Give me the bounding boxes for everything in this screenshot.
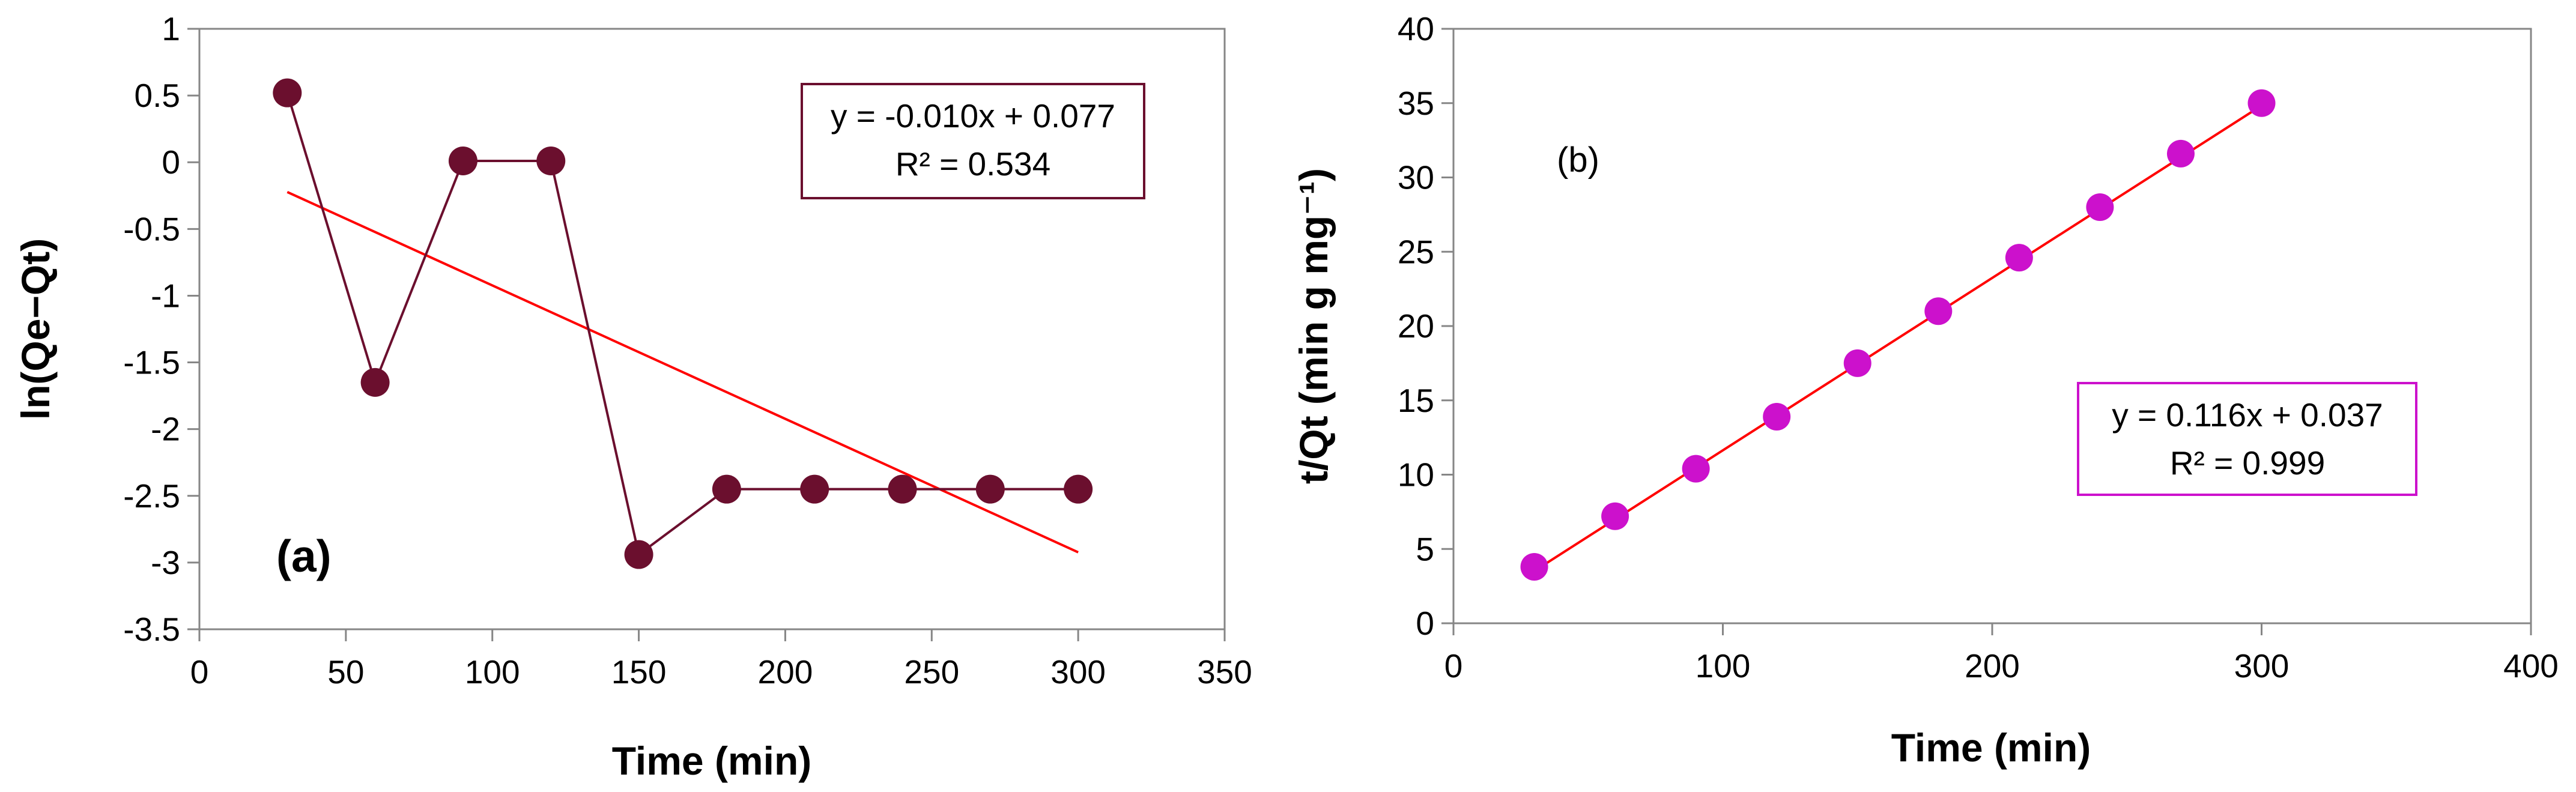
- panel-a-data-point: [800, 474, 829, 504]
- panel-a-data-point: [1064, 474, 1093, 504]
- panel-b-y-tick-label: 35: [1398, 85, 1434, 122]
- panel-b-data-point: [2166, 139, 2195, 168]
- panel-b-data-point: [1843, 349, 1871, 377]
- panel-b-y-tick-label: 0: [1416, 605, 1434, 642]
- panel-b-x-ticks: 0 100 200 300 400: [1444, 623, 2559, 685]
- panel-a-data-point: [273, 78, 302, 107]
- panel-a-label: (a): [276, 531, 332, 581]
- panel-b-x-tick-label: 200: [1965, 647, 2020, 685]
- panel-a-data-point: [975, 474, 1005, 504]
- panel-a-y-tick-label: 1: [162, 10, 180, 47]
- panel-b-r-squared: R² = 0.999: [2170, 444, 2325, 482]
- chart-panel-a: -3.5 -3 -2.5 -2 -1.5 -1 -0.5 0 0.5 1 0 50 100 150 200…: [13, 10, 1252, 783]
- panel-b-y-tick-label: 40: [1398, 10, 1434, 47]
- panel-a-y-tick-label: 0.5: [135, 77, 180, 114]
- panel-a-y-tick-label: 0: [162, 144, 180, 181]
- panel-b-y-tick-label: 30: [1398, 159, 1434, 196]
- panel-b-x-tick-label: 400: [2503, 647, 2559, 685]
- panel-a-data-point: [536, 147, 566, 175]
- panel-b-data-point: [2005, 244, 2033, 272]
- panel-a-x-tick-label: 200: [758, 653, 813, 691]
- panel-b-data-point: [1601, 502, 1629, 530]
- panel-a-y-tick-label: -3.5: [123, 611, 180, 648]
- panel-b-plot-area: [1452, 28, 2532, 624]
- panel-a-x-tick-label: 0: [190, 653, 209, 691]
- panel-b-y-ticks: 0 5 10 15 20 25 30 35 40: [1398, 10, 1453, 642]
- panel-a-y-tick-label: -3: [151, 544, 180, 581]
- panel-a-y-tick-label: -2.5: [123, 477, 180, 515]
- panel-a-trendline-group: [286, 190, 1079, 554]
- panel-b-trendline-group: [1533, 104, 2262, 572]
- panel-a-x-tick-label: 250: [904, 653, 959, 691]
- panel-a-data-point: [888, 474, 917, 504]
- panel-b-x-tick-label: 0: [1444, 647, 1463, 685]
- panel-a-equation-box: [801, 83, 1145, 199]
- panel-a-series-group: [273, 78, 1093, 569]
- panel-a-y-ticks: -3.5 -3 -2.5 -2 -1.5 -1 -0.5 0 0.5 1: [123, 10, 199, 648]
- panel-a-x-tick-label: 350: [1197, 653, 1252, 691]
- panel-b-y-axis-title: t/Qt (min g mg⁻¹): [1291, 168, 1336, 484]
- panel-a-y-axis-title: ln(Qe−Qt): [13, 238, 58, 420]
- panel-b-y-tick-label: 5: [1416, 530, 1434, 567]
- panel-a-r-squared: R² = 0.534: [896, 145, 1050, 183]
- panel-b-x-tick-label: 300: [2234, 647, 2290, 685]
- panel-a-y-tick-label: -2: [151, 411, 180, 448]
- panel-b-x-tick-label: 100: [1696, 647, 1751, 685]
- panel-a-data-point: [360, 367, 390, 397]
- panel-a-x-tick-label: 100: [465, 653, 520, 691]
- panel-a-y-tick-label: -1: [151, 277, 180, 314]
- panel-b-series-group: [1520, 89, 2276, 581]
- panel-b-trendline: [1533, 104, 2262, 572]
- panel-a-y-tick-label: -1.5: [123, 344, 180, 381]
- panel-a-x-axis-title: Time (min): [612, 739, 811, 783]
- panel-b-data-point: [1763, 402, 1791, 431]
- panel-a-x-ticks: 0 50 100 150 200 250 300 350: [190, 629, 1252, 691]
- panel-a-data-point: [448, 147, 477, 175]
- panel-a-data-point: [712, 474, 741, 504]
- panel-a-x-tick-label: 150: [611, 653, 667, 691]
- panel-b-data-point: [1682, 455, 1710, 483]
- chart-panel-b: 0 5 10 15 20 25 30 35 40 0 100 200 300 400 y = 0.116…: [1291, 10, 2559, 770]
- panel-a-y-tick-label: -0.5: [123, 210, 180, 247]
- panel-b-y-tick-label: 15: [1398, 382, 1434, 419]
- panel-b-equation: y = 0.116x + 0.037: [2112, 396, 2383, 434]
- panel-a-trendline: [286, 190, 1079, 554]
- panel-a-data-point: [624, 540, 653, 569]
- panel-b-x-axis-title: Time (min): [1891, 725, 2091, 770]
- panel-b-y-tick-label: 25: [1398, 233, 1434, 270]
- panel-b-y-tick-label: 20: [1398, 307, 1434, 345]
- panel-b-data-point: [2086, 193, 2114, 221]
- panel-b-y-tick-label: 10: [1398, 456, 1434, 494]
- panel-a-series-line: [286, 92, 1079, 557]
- panel-b-data-point: [1924, 297, 1953, 325]
- panel-b-label: (b): [1557, 141, 1599, 180]
- panel-b-data-point: [1520, 552, 1548, 581]
- panel-a-x-tick-label: 50: [327, 653, 364, 691]
- panel-a-equation: y = -0.010x + 0.077: [831, 97, 1115, 135]
- panel-b-equation-box: [2077, 382, 2417, 496]
- panel-a-x-tick-label: 300: [1050, 653, 1106, 691]
- panel-b-data-point: [2247, 89, 2276, 117]
